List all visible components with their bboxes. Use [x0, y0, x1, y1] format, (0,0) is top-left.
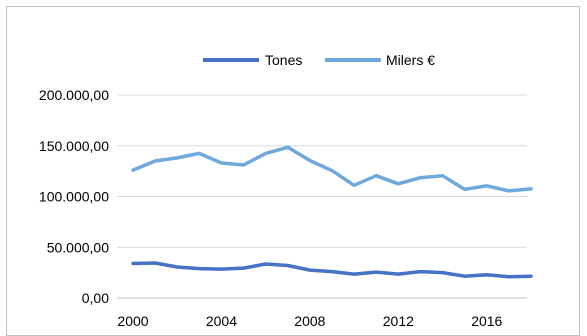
legend-label-tones: Tones: [265, 52, 302, 68]
series-lines: [131, 145, 533, 279]
y-tick-label: 100.000,00: [39, 189, 109, 205]
gridlines: [117, 94, 527, 299]
x-tick-label: 2012: [383, 313, 414, 329]
chart-frame: [6, 6, 580, 336]
x-tick-label: 2008: [294, 313, 325, 329]
y-tick-label: 200.000,00: [39, 87, 109, 103]
y-tick-label: 50.000,00: [47, 239, 109, 255]
y-axis-ticks: 200.000,00 150.000,00 100.000,00 50.000,00 0…: [39, 87, 109, 306]
x-tick-label: 2004: [206, 313, 237, 329]
x-tick-label: 2000: [117, 313, 148, 329]
line-chart: Tones Milers € 200.000,00 150.000,00 100.0…: [39, 52, 533, 329]
y-tick-label: 0,00: [82, 290, 109, 306]
x-axis-ticks: 2000 2004 2008 2012 2016: [117, 313, 502, 329]
y-tick-label: 150.000,00: [39, 138, 109, 154]
series-line-tones: [131, 261, 533, 279]
series-line-milers: [131, 145, 533, 193]
legend-label-milers: Milers €: [386, 52, 435, 68]
x-tick-label: 2016: [471, 313, 502, 329]
legend: Tones Milers €: [203, 52, 435, 68]
